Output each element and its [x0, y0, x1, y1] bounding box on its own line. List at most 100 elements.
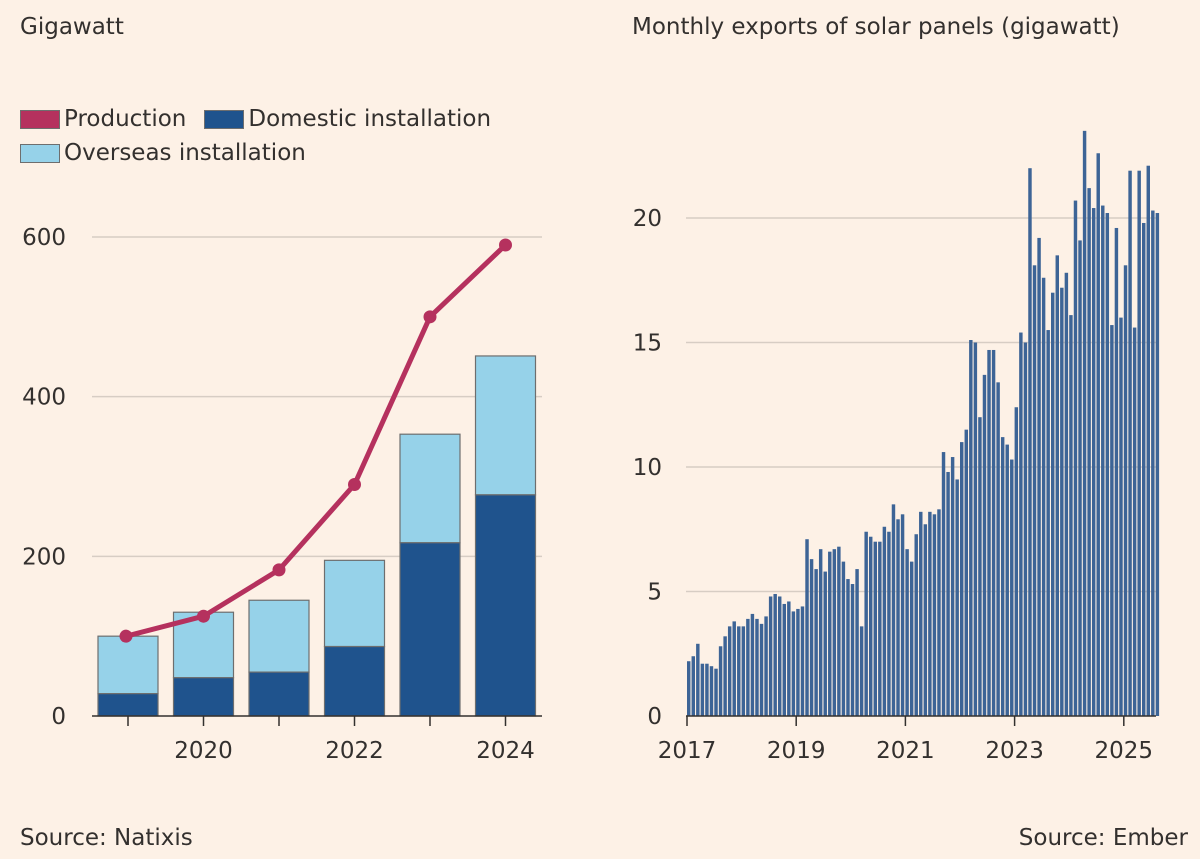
export-bar [855, 569, 859, 716]
export-bar [1142, 222, 1146, 717]
export-bar [1128, 170, 1132, 716]
export-bar [1078, 240, 1082, 716]
export-bar [814, 569, 818, 716]
export-bar [718, 646, 723, 716]
export-bar [1096, 153, 1100, 716]
bar-overseas [474, 355, 537, 496]
production-point [272, 563, 286, 577]
x-tick-label: 2021 [876, 738, 935, 764]
y-tick-label: 600 [22, 225, 66, 251]
export-bar [1005, 444, 1009, 716]
export-bar [928, 511, 932, 716]
legend-label-production: Production [64, 106, 187, 132]
export-bar [1110, 325, 1114, 716]
export-bar [969, 340, 973, 716]
export-bar [946, 471, 950, 716]
x-tick-label: 2023 [985, 738, 1044, 764]
y-tick-label: 10 [633, 455, 662, 481]
bar-domestic [399, 542, 461, 717]
export-bar [1051, 292, 1055, 716]
export-bar [878, 541, 882, 716]
export-bar [837, 546, 841, 716]
production-point [119, 629, 133, 643]
export-bar [932, 514, 937, 716]
legend-item-overseas: Overseas installation [20, 140, 306, 166]
bar-domestic [474, 494, 537, 717]
export-bar [869, 536, 873, 716]
export-bar [937, 509, 941, 716]
left-source-note: Source: Natixis [20, 825, 193, 851]
export-bar [737, 626, 741, 716]
bar-domestic [248, 671, 310, 717]
export-bar [1132, 327, 1137, 716]
export-bar [746, 618, 750, 716]
export-bar [705, 663, 709, 716]
y-tick-label: 200 [22, 544, 66, 570]
export-bar [909, 561, 914, 716]
bar-overseas [323, 559, 386, 648]
export-bar [1055, 255, 1059, 716]
export-bar [1046, 330, 1050, 716]
legend-swatch-domestic [204, 109, 245, 129]
export-bar [1069, 315, 1073, 716]
y-tick-label: 400 [22, 385, 66, 411]
export-bar [782, 603, 786, 716]
export-bar [696, 643, 700, 716]
export-bar [991, 349, 996, 716]
export-bar [1019, 332, 1023, 716]
left-chart: 0 200 400 600 2020 2022 2024 [22, 225, 542, 764]
export-bar [891, 504, 896, 716]
export-bar [1105, 213, 1110, 716]
legend-label-overseas: Overseas installation [64, 140, 306, 166]
bar-domestic [323, 645, 386, 717]
export-bar [764, 616, 768, 716]
export-bar [905, 549, 909, 716]
export-bar [846, 579, 850, 716]
export-bar [809, 559, 814, 716]
export-bar [773, 593, 777, 716]
right-source-note: Source: Ember [1018, 825, 1188, 851]
export-bar [982, 374, 987, 716]
bar-domestic [172, 677, 235, 717]
y-tick-label: 5 [647, 580, 662, 606]
export-bar [750, 613, 755, 716]
bar-domestic [97, 693, 159, 717]
x-tick-label: 2022 [325, 738, 384, 764]
export-bar [800, 606, 805, 716]
export-bar [950, 457, 955, 716]
export-bar [805, 539, 809, 716]
export-bar [859, 626, 864, 716]
x-tick-label: 2019 [767, 738, 826, 764]
right-chart-title: Monthly exports of solar panels (gigawat… [632, 14, 1120, 40]
export-bar [1037, 237, 1041, 717]
export-bar [700, 663, 705, 716]
export-bar [714, 668, 718, 716]
export-bar [1000, 437, 1005, 716]
export-bar [978, 417, 982, 716]
y-tick-label: 0 [51, 704, 66, 730]
x-tick-label: 2025 [1095, 738, 1154, 764]
export-bar [1091, 208, 1096, 717]
legend-label-domestic: Domestic installation [248, 106, 492, 132]
export-bar [687, 661, 691, 716]
bar-overseas [399, 433, 461, 544]
export-bar [841, 561, 846, 716]
x-tick-label: 2017 [658, 738, 717, 764]
export-bar [1137, 170, 1141, 716]
export-bar [1146, 165, 1150, 716]
export-bar [882, 526, 887, 716]
export-bar [850, 584, 855, 716]
export-bar [1114, 227, 1119, 716]
legend-item-domestic: Domestic installation [204, 106, 491, 132]
production-point [423, 310, 437, 324]
legend-swatch-overseas [20, 143, 60, 163]
bar-overseas [97, 635, 159, 695]
export-bar [709, 666, 714, 716]
production-point [348, 477, 361, 491]
export-bar [727, 626, 732, 716]
right-chart: 0 5 10 15 20 2017 2019 2021 2023 2025 [633, 130, 1160, 764]
export-bar [955, 479, 959, 716]
x-tick-label: 2024 [476, 738, 535, 764]
export-bar [1101, 205, 1105, 717]
